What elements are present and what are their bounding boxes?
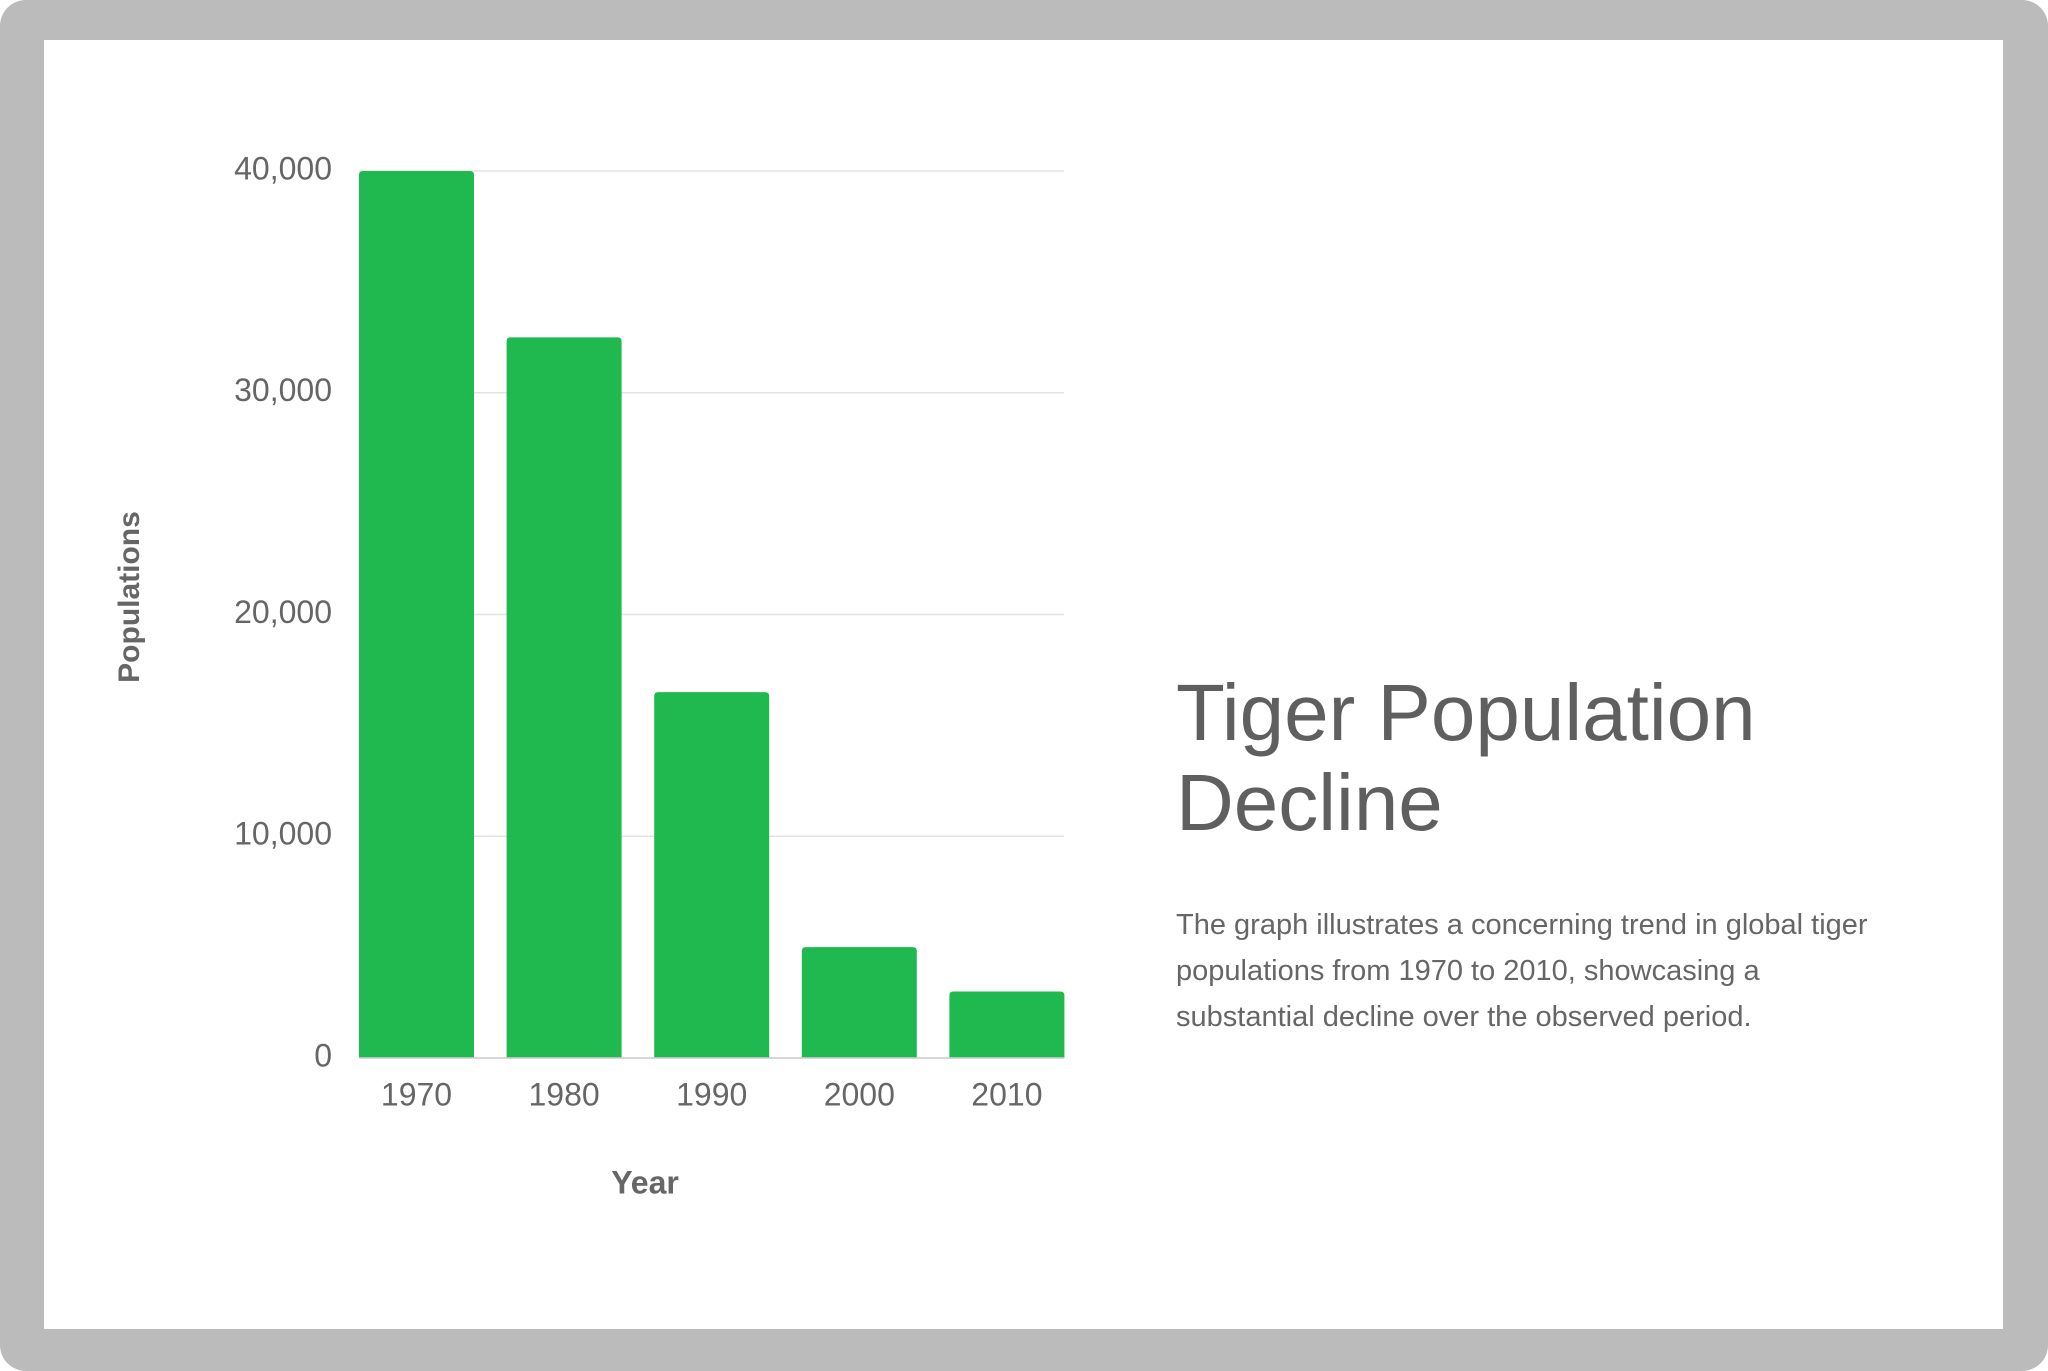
x-tick-label: 2010 <box>971 1076 1042 1112</box>
y-tick-label: 10,000 <box>234 816 332 852</box>
y-tick-label: 20,000 <box>234 594 332 630</box>
bar <box>506 337 622 1058</box>
x-tick-label: 1980 <box>529 1076 600 1112</box>
x-tick-label: 2000 <box>824 1076 895 1112</box>
y-tick-label: 40,000 <box>234 150 332 186</box>
y-tick-label: 30,000 <box>234 372 332 408</box>
x-tick-label: 1990 <box>676 1076 747 1112</box>
bar <box>801 947 917 1058</box>
bar <box>949 991 1065 1058</box>
y-tick-label: 0 <box>314 1037 332 1073</box>
y-axis-label: Populations <box>113 511 146 683</box>
description: The graph illustrates a concerning trend… <box>1176 909 1868 1033</box>
bar <box>359 171 474 1058</box>
x-axis-label: Year <box>611 1164 679 1200</box>
bar <box>654 692 770 1058</box>
title: Tiger Population Decline <box>1176 668 1756 847</box>
x-tick-label: 1970 <box>381 1076 452 1112</box>
